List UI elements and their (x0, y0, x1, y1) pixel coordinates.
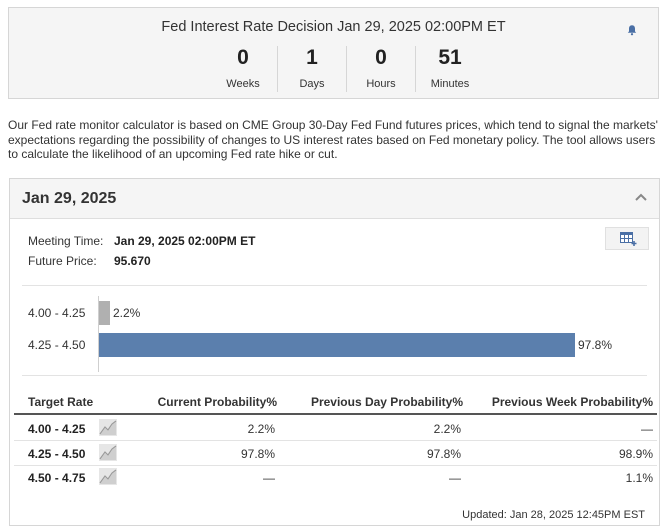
prev-day-cell: — (449, 471, 461, 485)
header-current-probability[interactable]: Current Probability% (157, 395, 277, 409)
future-price-value: 95.670 (114, 254, 151, 268)
countdown-title: Fed Interest Rate Decision Jan 29, 2025 … (161, 19, 506, 35)
countdown-hours: 0 Hours (347, 46, 416, 92)
meeting-time-row: Meeting Time: Jan 29, 2025 02:00PM ET (28, 234, 255, 248)
header-prev-day-probability[interactable]: Previous Day Probability% (310, 395, 463, 409)
prev-day-cell: 97.8% (426, 447, 461, 461)
bar-label: 4.00 - 4.25 (28, 306, 86, 320)
meeting-time-label: Meeting Time: (28, 234, 104, 248)
line-chart-icon[interactable] (99, 468, 117, 485)
meeting-time-value: Jan 29, 2025 02:00PM ET (114, 234, 256, 248)
chevron-up-icon[interactable] (635, 193, 647, 201)
countdown-days-label: Days (299, 78, 325, 90)
chart-axis (98, 296, 99, 372)
current-cell: — (263, 471, 275, 485)
countdown-weeks-value: 0 (237, 46, 249, 69)
countdown-box: Fed Interest Rate Decision Jan 29, 2025 … (8, 7, 659, 99)
countdown-minutes-label: Minutes (430, 78, 470, 90)
table-header: Target Rate Current Probability% Previou… (14, 387, 657, 415)
divider (22, 285, 647, 286)
current-cell: 97.8% (240, 447, 275, 461)
panel-title: Jan 29, 2025 (22, 190, 117, 207)
future-price-label: Future Price: (28, 254, 97, 268)
table-add-icon (620, 232, 637, 246)
rate-cell: 4.25 - 4.50 (28, 447, 86, 461)
probability-bar-chart: 4.00 - 4.25 2.2% 4.25 - 4.50 97.8% (10, 289, 661, 374)
prev-week-cell: — (641, 422, 653, 436)
prev-week-cell: 98.9% (618, 447, 653, 461)
countdown-minutes-value: 51 (438, 46, 462, 69)
meeting-panel: Jan 29, 2025 Meeting Time: Jan 29, 2025 0… (9, 178, 660, 526)
rate-cell: 4.50 - 4.75 (28, 471, 86, 485)
future-price-row: Future Price: 95.670 (28, 254, 151, 268)
line-chart-icon[interactable] (99, 444, 117, 461)
countdown-days-value: 1 (306, 46, 318, 69)
header-target-rate[interactable]: Target Rate (28, 395, 94, 409)
updated-timestamp: Updated: Jan 28, 2025 12:45PM EST (462, 509, 645, 521)
probability-bar[interactable] (99, 301, 110, 325)
countdown-weeks-label: Weeks (226, 78, 260, 90)
prev-day-cell: 2.2% (433, 422, 461, 436)
header-prev-week-probability[interactable]: Previous Week Probability% (491, 395, 653, 409)
panel-header[interactable]: Jan 29, 2025 (10, 179, 659, 219)
description-text: Our Fed rate monitor calculator is based… (8, 118, 658, 161)
table-row: 4.25 - 4.50 97.8% 97.8% 98.9% (14, 441, 657, 466)
divider (22, 375, 647, 376)
table-row: 4.50 - 4.75 — — 1.1% (14, 465, 657, 489)
probability-bar[interactable] (99, 333, 575, 357)
rate-cell: 4.00 - 4.25 (28, 422, 86, 436)
table-view-button[interactable] (605, 227, 649, 250)
bell-icon[interactable] (626, 24, 638, 36)
countdown-minutes: 51 Minutes (416, 46, 484, 92)
countdown-hours-value: 0 (375, 46, 387, 69)
bar-label: 4.25 - 4.50 (28, 338, 86, 352)
prev-week-cell: 1.1% (625, 471, 653, 485)
table-row: 4.00 - 4.25 2.2% 2.2% — (14, 416, 657, 441)
countdown-hours-label: Hours (366, 78, 396, 90)
bar-value-label: 2.2% (113, 306, 141, 320)
countdown-units: 0 Weeks 1 Days 0 Hours 51 Minutes (209, 46, 484, 92)
countdown-weeks: 0 Weeks (209, 46, 278, 92)
bar-value-label: 97.8% (578, 338, 613, 352)
countdown-days: 1 Days (278, 46, 347, 92)
line-chart-icon[interactable] (99, 419, 117, 436)
current-cell: 2.2% (247, 422, 275, 436)
